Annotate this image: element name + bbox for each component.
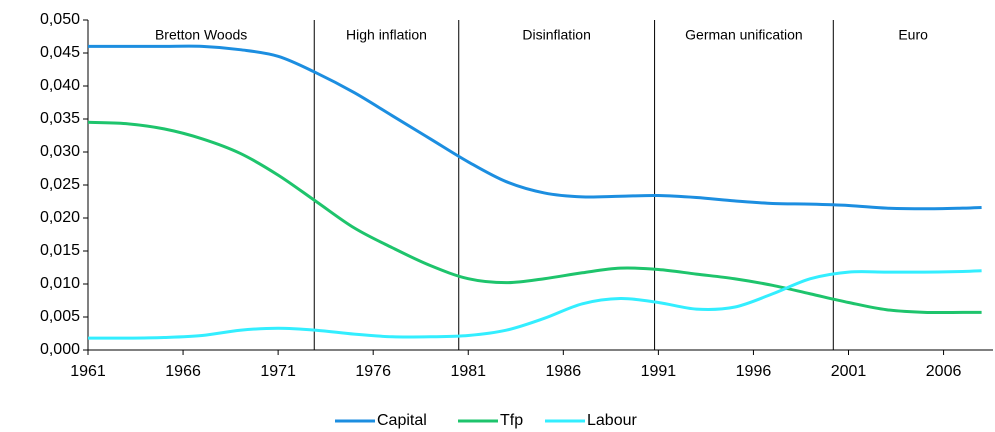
legend-label: Capital xyxy=(377,412,427,429)
y-tick-label: 0,000 xyxy=(40,341,80,358)
y-tick-label: 0,030 xyxy=(40,143,80,160)
x-tick-label: 1961 xyxy=(70,363,106,380)
legend-label: Labour xyxy=(587,412,637,429)
y-tick-label: 0,005 xyxy=(40,308,80,325)
x-tick-label: 1971 xyxy=(260,363,296,380)
x-tick-label: 1996 xyxy=(736,363,772,380)
y-tick-label: 0,035 xyxy=(40,110,80,127)
x-tick-label: 1976 xyxy=(355,363,391,380)
period-label: Bretton Woods xyxy=(155,27,247,43)
x-tick-label: 2006 xyxy=(926,363,962,380)
y-tick-label: 0,020 xyxy=(40,209,80,226)
x-tick-label: 1966 xyxy=(165,363,201,380)
period-label: Disinflation xyxy=(522,27,590,43)
x-tick-label: 1991 xyxy=(641,363,677,380)
period-label: Euro xyxy=(898,27,928,43)
period-label: German unification xyxy=(685,27,803,43)
y-tick-label: 0,050 xyxy=(40,11,80,28)
legend-label: Tfp xyxy=(500,412,523,429)
x-tick-label: 1981 xyxy=(450,363,486,380)
x-tick-label: 1986 xyxy=(546,363,582,380)
x-tick-label: 2001 xyxy=(831,363,867,380)
series-line xyxy=(88,44,982,211)
y-tick-label: 0,040 xyxy=(40,77,80,94)
series-line xyxy=(87,120,982,315)
y-tick-label: 0,045 xyxy=(40,44,80,61)
y-tick-label: 0,025 xyxy=(40,176,80,193)
period-label: High inflation xyxy=(346,27,427,43)
series-line xyxy=(87,269,982,340)
y-tick-label: 0,015 xyxy=(40,242,80,259)
y-tick-label: 0,010 xyxy=(40,275,80,292)
